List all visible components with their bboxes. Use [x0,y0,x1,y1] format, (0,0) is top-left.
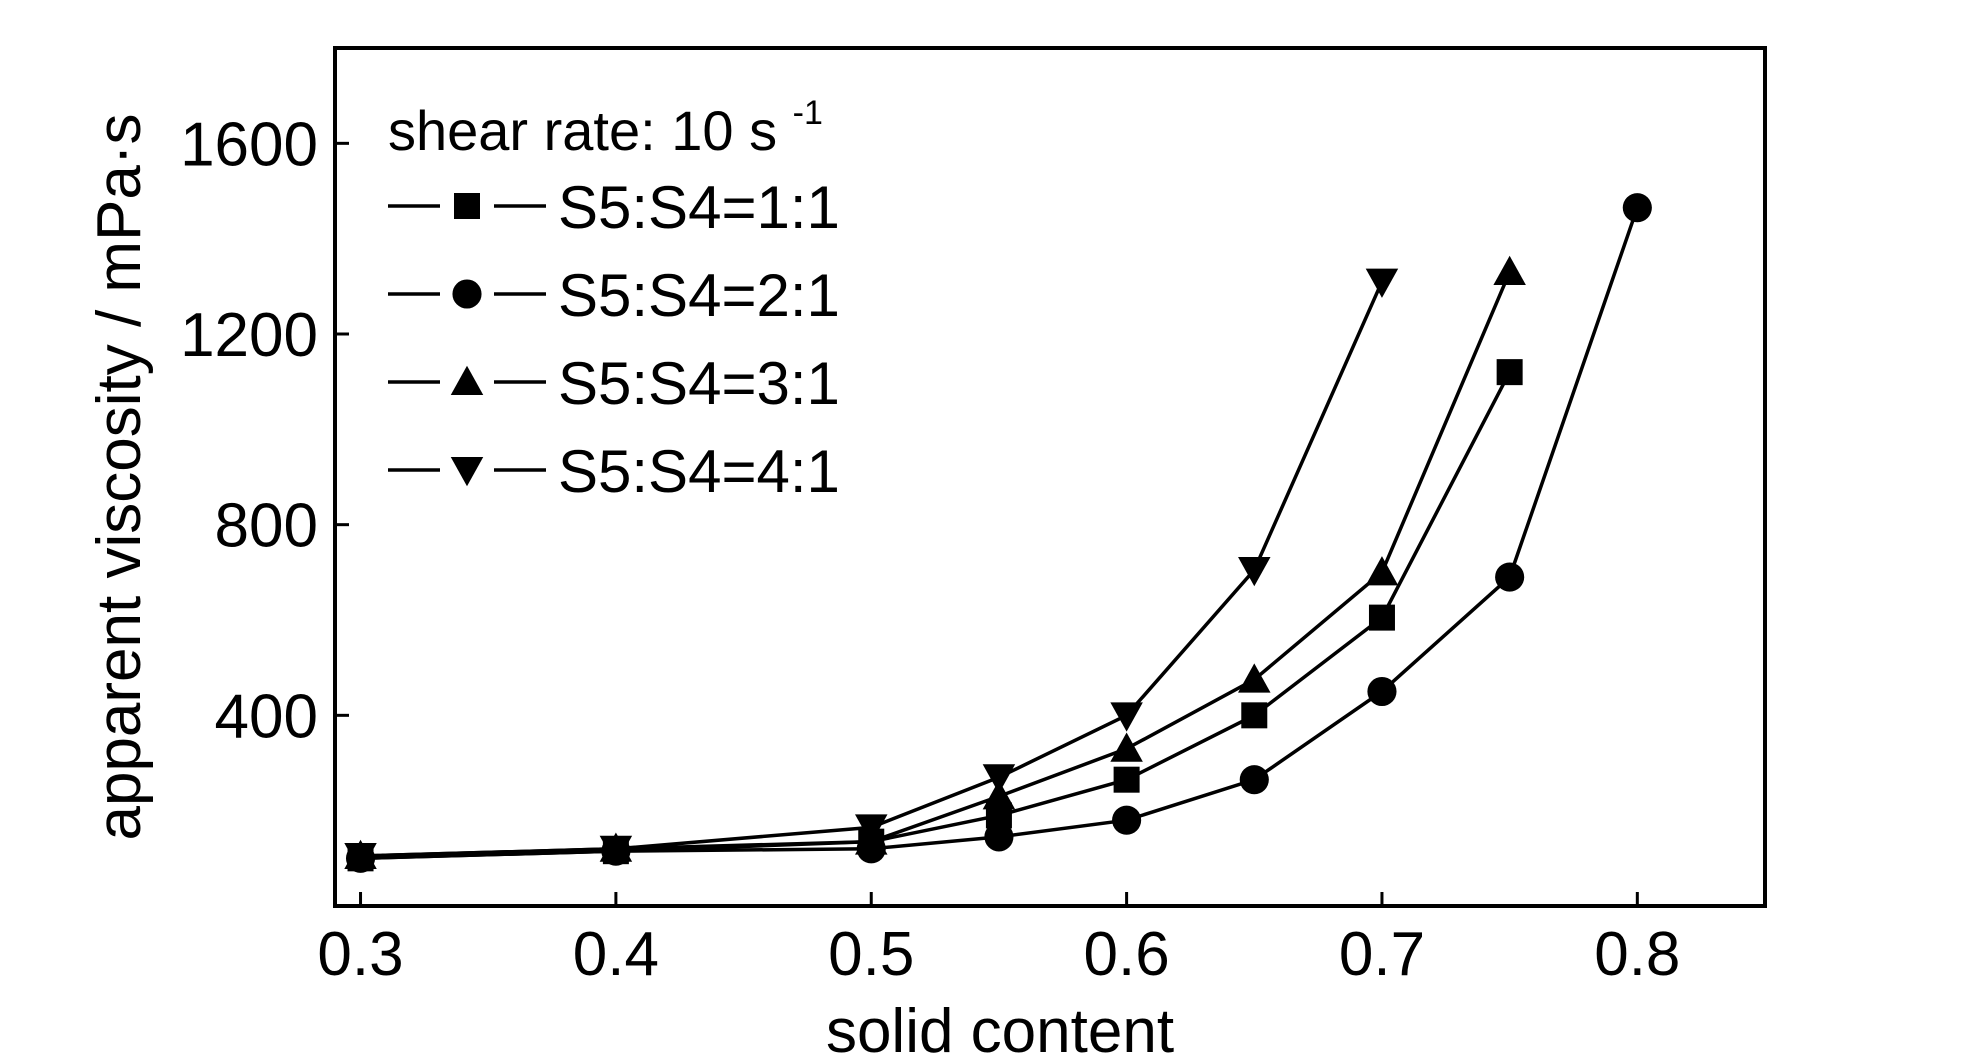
legend-entry: S5:S4=4:1 [388,438,840,505]
data-point [1112,805,1142,835]
legend-label: S5:S4=1:1 [558,174,840,241]
y-tick-label: 800 [215,492,318,561]
legend-entries: S5:S4=1:1 S5:S4=2:1 S5:S4=3:1 S5:S4=4:1 [388,174,840,505]
series-group [344,268,1399,873]
legend-marker [454,193,480,219]
data-point [1365,556,1399,586]
y-tick-label: 1600 [180,110,318,179]
legend-entry: S5:S4=3:1 [388,350,840,417]
data-point [1368,604,1395,631]
x-tick-label: 0.5 [828,920,914,989]
data-point [984,822,1014,852]
legend-title-sup: -1 [793,94,823,132]
legend-label: S5:S4=2:1 [558,262,840,329]
data-point [1110,732,1143,762]
series-group [344,255,1526,869]
data-point [344,842,377,873]
y-tick-label: 1200 [180,301,318,370]
series-layer [344,193,1652,873]
data-point [1239,765,1269,795]
legend-title: shear rate: 10 s -1 [388,94,823,162]
data-point [1496,359,1523,386]
data-point [1367,676,1397,707]
legend-label: S5:S4=3:1 [558,350,840,417]
data-point [1495,562,1525,592]
data-point [1110,702,1143,732]
y-tick-label: 400 [215,682,318,751]
data-point [1365,268,1399,298]
x-tick-label: 0.8 [1594,920,1680,989]
legend-label: S5:S4=4:1 [558,438,840,505]
series-line [360,207,1639,861]
data-point [982,780,1016,810]
x-tick-label: 0.6 [1084,920,1170,989]
series-group [347,359,1523,872]
data-point [855,814,888,844]
series-line [360,280,1384,858]
data-point [1238,556,1271,587]
data-point [1238,663,1271,693]
legend-marker [450,457,484,487]
plot-frame [333,46,1767,908]
legend-entry: S5:S4=2:1 [388,262,840,329]
x-axis: 0.3 0.4 0.5 0.6 0.7 0.8 [317,892,1680,989]
legend-title-main: shear rate: 10 s [388,99,777,162]
y-axis-label: apparent viscosity / mPa·s [85,113,154,840]
x-tick-label: 0.3 [317,920,403,989]
x-axis-label: solid content [826,997,1174,1062]
legend: shear rate: 10 s -1 S5:S4=1:1S5:S4=2:1S5… [388,94,840,505]
data-point [1622,193,1652,223]
legend-marker [450,365,484,395]
series-line [360,371,1512,861]
y-axis: 400 800 1200 1600 [180,110,349,751]
x-tick-label: 0.4 [573,920,659,989]
data-point [982,764,1016,794]
legend-entry: S5:S4=1:1 [388,174,840,241]
data-point [599,835,633,866]
data-point [1113,766,1140,793]
legend-marker [452,279,482,309]
data-point [1241,702,1268,729]
x-tick-label: 0.7 [1339,920,1425,989]
series-line [360,271,1512,858]
data-point [1493,255,1526,286]
